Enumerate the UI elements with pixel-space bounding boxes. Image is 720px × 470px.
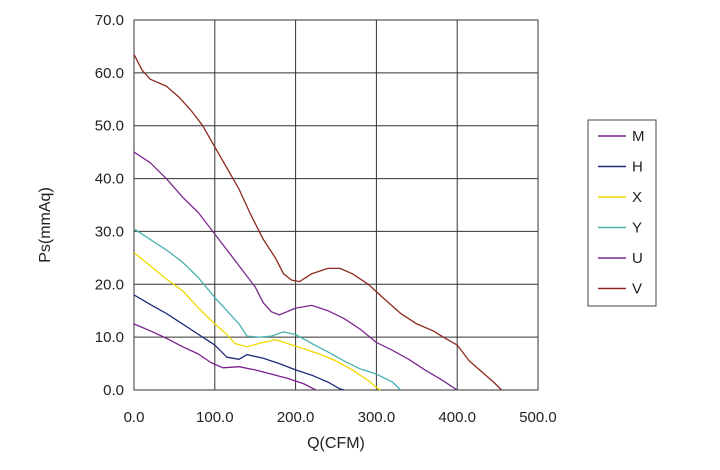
y-tick-label: 30.0 xyxy=(95,223,124,240)
y-tick-label: 70.0 xyxy=(95,12,124,29)
legend-label-m: M xyxy=(632,128,645,145)
y-tick-label: 60.0 xyxy=(95,65,124,82)
x-tick-label: 200.0 xyxy=(277,409,315,426)
x-tick-label: 0.0 xyxy=(124,409,145,426)
legend-label-h: H xyxy=(632,159,643,176)
x-axis-title: Q(CFM) xyxy=(307,435,365,452)
series-line-v xyxy=(133,54,503,391)
x-tick-label: 500.0 xyxy=(519,409,557,426)
y-tick-label: 10.0 xyxy=(95,329,124,346)
x-tick-labels: 0.0 100.0 200.0 300.0 400.0 500.0 xyxy=(124,409,557,426)
y-tick-label: 50.0 xyxy=(95,118,124,135)
x-tick-label: 300.0 xyxy=(358,409,396,426)
x-tick-label: 400.0 xyxy=(438,409,476,426)
y-tick-label: 40.0 xyxy=(95,171,124,188)
legend-box xyxy=(587,119,657,307)
y-tick-labels: 0.0 10.0 20.0 30.0 40.0 50.0 60.0 70.0 xyxy=(95,12,124,399)
series-line-u xyxy=(133,151,458,391)
legend-label-v: V xyxy=(632,281,642,298)
legend-label-u: U xyxy=(632,250,643,267)
legend-label-y: Y xyxy=(632,220,642,237)
plot-area-frame xyxy=(133,19,539,391)
y-tick-label: 0.0 xyxy=(103,382,124,399)
series-line-x xyxy=(133,252,381,391)
legend-label-x: X xyxy=(632,189,642,206)
series-line-m xyxy=(133,323,317,391)
series-line-y xyxy=(133,228,402,391)
y-axis-title: Ps(mmAq) xyxy=(37,187,54,263)
x-tick-label: 100.0 xyxy=(196,409,234,426)
series-layer xyxy=(133,54,503,391)
series-line-h xyxy=(133,294,345,391)
grid-lines xyxy=(134,20,538,390)
y-tick-label: 20.0 xyxy=(95,276,124,293)
